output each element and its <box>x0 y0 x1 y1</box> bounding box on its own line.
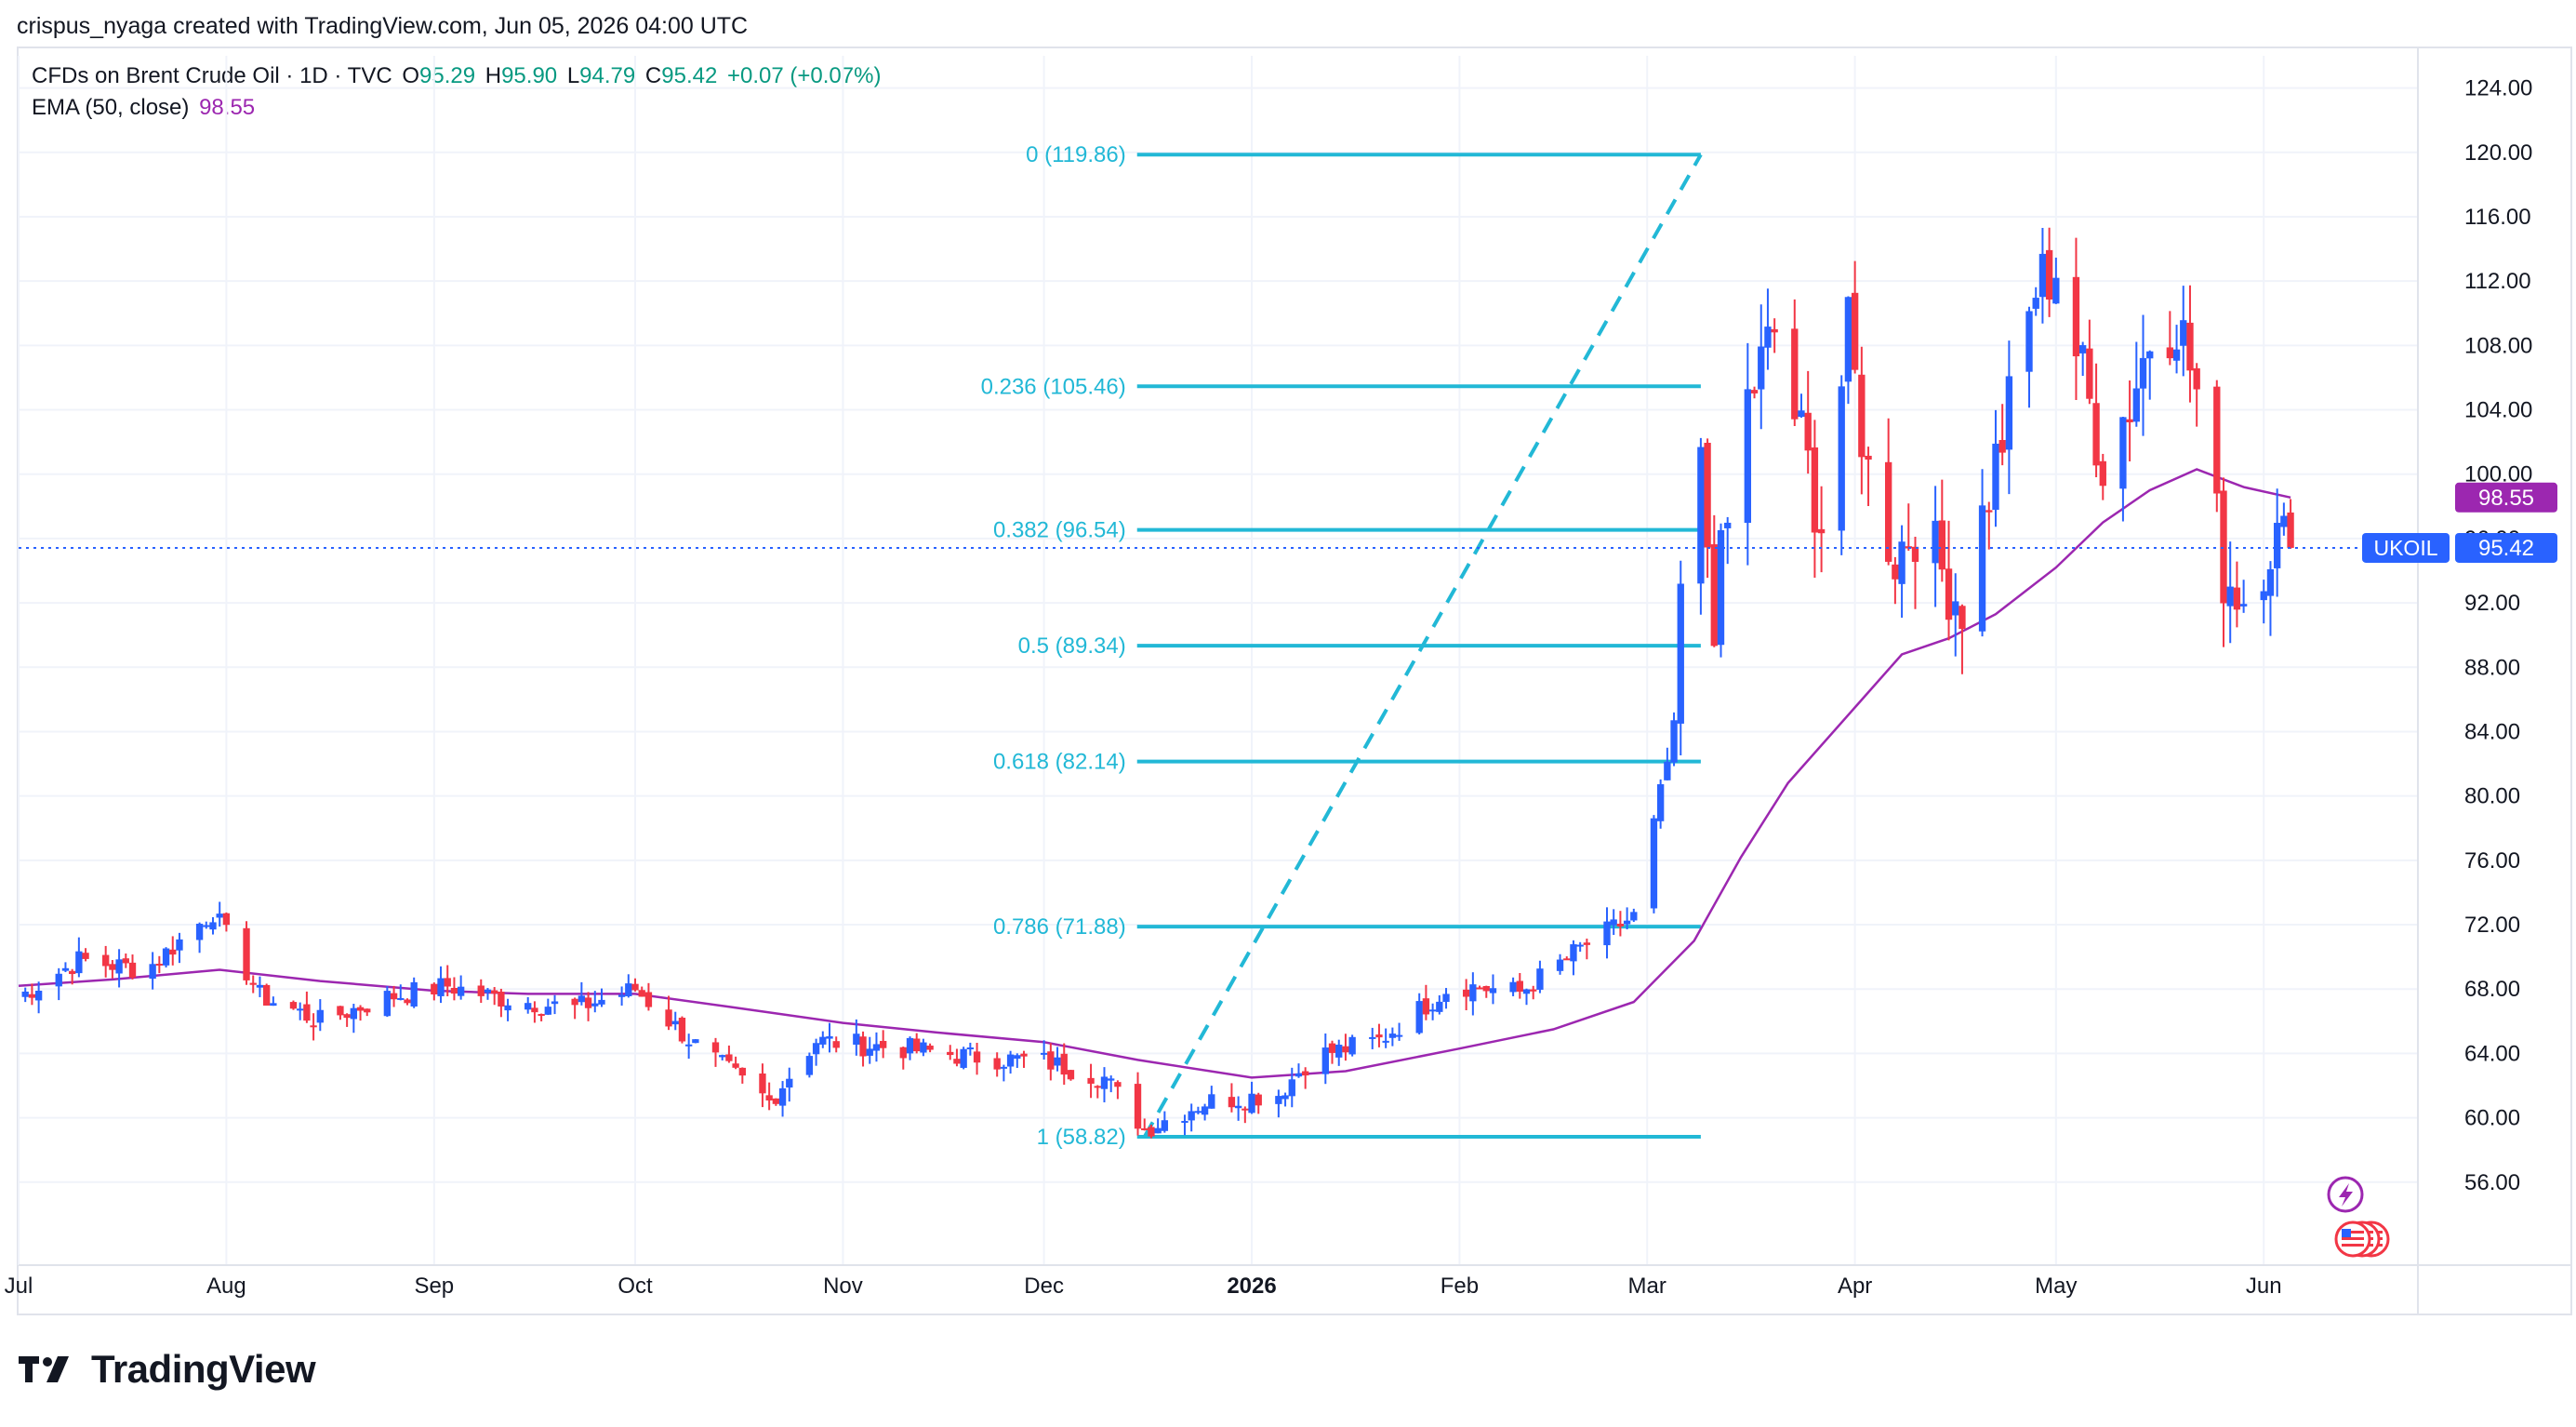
open-value: 95.29 <box>419 63 476 88</box>
low-value: 94.79 <box>579 63 636 88</box>
ema-value: 98.55 <box>199 95 256 120</box>
symbol-label[interactable]: CFDs on Brent Crude Oil · 1D · TVC <box>32 63 392 88</box>
tradingview-wordmark: TradingView <box>91 1347 316 1391</box>
ema-label: EMA (50, close) <box>32 95 190 120</box>
chart-frame <box>17 47 2572 1315</box>
high-value: 95.90 <box>501 63 558 88</box>
change-value: +0.07 (+0.07%) <box>726 63 882 88</box>
tradingview-logo-icon <box>19 1356 69 1382</box>
close-value: 95.42 <box>661 63 718 88</box>
low-label: L <box>566 63 580 88</box>
ohlc-legend: CFDs on Brent Crude Oil · 1D · TVC O95.2… <box>32 63 884 89</box>
high-label: H <box>485 63 502 88</box>
open-label: O <box>402 63 419 88</box>
tradingview-logo[interactable]: TradingView <box>19 1347 316 1392</box>
close-label: C <box>644 63 662 88</box>
ema-legend[interactable]: EMA (50, close) 98.55 <box>32 95 259 121</box>
attribution-text: crispus_nyaga created with TradingView.c… <box>17 13 749 39</box>
